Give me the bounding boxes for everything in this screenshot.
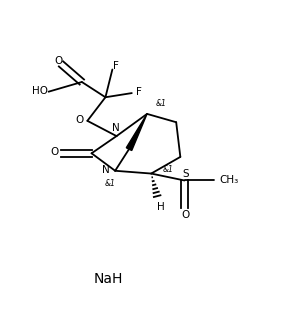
Text: NaH: NaH [93,272,123,286]
Text: O: O [50,148,58,158]
Text: &1: &1 [162,165,173,174]
Text: N: N [112,123,120,133]
Polygon shape [126,114,147,151]
Text: H: H [157,202,165,212]
Text: O: O [75,115,83,125]
Text: &1: &1 [155,99,166,108]
Text: &1: &1 [105,179,115,188]
Text: CH₃: CH₃ [219,175,239,185]
Text: F: F [113,61,119,71]
Text: O: O [181,210,189,220]
Text: S: S [182,169,189,178]
Text: O: O [54,56,62,66]
Text: N: N [102,165,110,175]
Text: F: F [136,87,142,97]
Text: HO: HO [32,86,48,96]
